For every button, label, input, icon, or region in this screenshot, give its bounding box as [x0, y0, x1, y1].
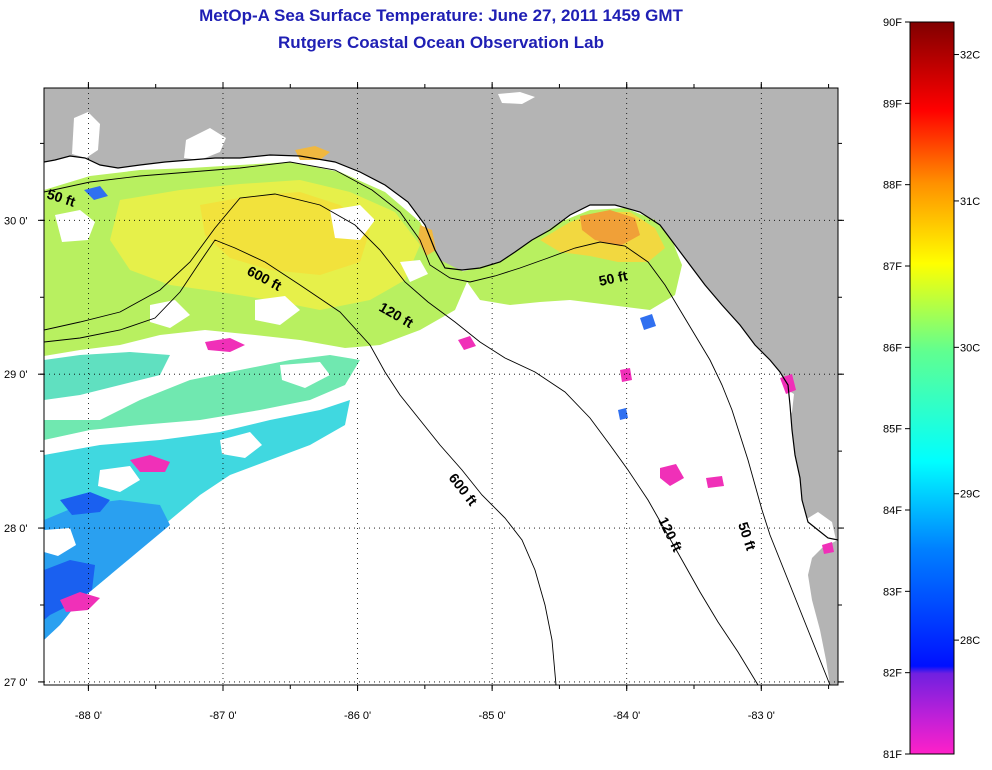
bay-white [184, 128, 226, 160]
bay-white [772, 388, 794, 428]
colorbar-c-label: 32C [960, 50, 980, 62]
colorbar-f-label: 87F [883, 261, 902, 273]
bay-white [805, 512, 836, 548]
lon-tick-label: -84 0' [613, 710, 640, 722]
bay-white [72, 112, 100, 158]
colorbar-c-label: 30C [960, 342, 980, 354]
contour-600ft [44, 239, 557, 685]
sst-data-layer [44, 146, 834, 640]
colorbar-f-label: 83F [883, 586, 902, 598]
colorbar-c-label: 31C [960, 196, 980, 208]
colorbar-f-label: 81F [883, 749, 902, 761]
colorbar-f-label: 85F [883, 424, 902, 436]
land-southeast [808, 540, 838, 685]
colorbar-f-label: 90F [883, 17, 902, 29]
colorbar-f-label: 88F [883, 180, 902, 192]
plot-frame [43, 87, 839, 686]
colorbar-labels: 90F 89F 88F 87F 86F 85F 84F 83F 82F 81F 32C 31C 30C 2… [883, 17, 980, 761]
lat-tick-label: 29 0' [4, 369, 28, 381]
contour-label: 50 ft [597, 267, 629, 289]
lon-tick-label: -86 0' [344, 710, 371, 722]
lat-tick-label: 28 0' [4, 523, 28, 535]
colorbar-f-label: 84F [883, 505, 902, 517]
map-subtitle: Rutgers Coastal Ocean Observation Lab [278, 33, 604, 52]
colorbar-c-label: 28C [960, 635, 980, 647]
colorbar-c-label: 29C [960, 489, 980, 501]
lon-tick-label: -83 0' [748, 710, 775, 722]
land-mass [44, 88, 838, 540]
lon-tick-label: -88 0' [75, 710, 102, 722]
map-title: MetOp-A Sea Surface Temperature: June 27… [199, 6, 683, 25]
lon-tick-label: -87 0' [209, 710, 236, 722]
axis-ticks: -88 0' -87 0' -86 0' -85 0' -84 0' -83 0' 30 0… [4, 82, 844, 722]
lon-tick-label: -85 0' [479, 710, 506, 722]
coastline [44, 154, 838, 541]
colorbar-f-label: 82F [883, 668, 902, 680]
colorbar-f-label: 89F [883, 98, 902, 110]
contour-120ft [44, 193, 759, 685]
lat-tick-label: 27 0' [4, 677, 28, 689]
colorbar-f-label: 86F [883, 342, 902, 354]
colorbar [909, 21, 955, 755]
bay-white [498, 92, 535, 104]
contour-50ft-west [44, 161, 831, 685]
lat-tick-label: 30 0' [4, 215, 28, 227]
